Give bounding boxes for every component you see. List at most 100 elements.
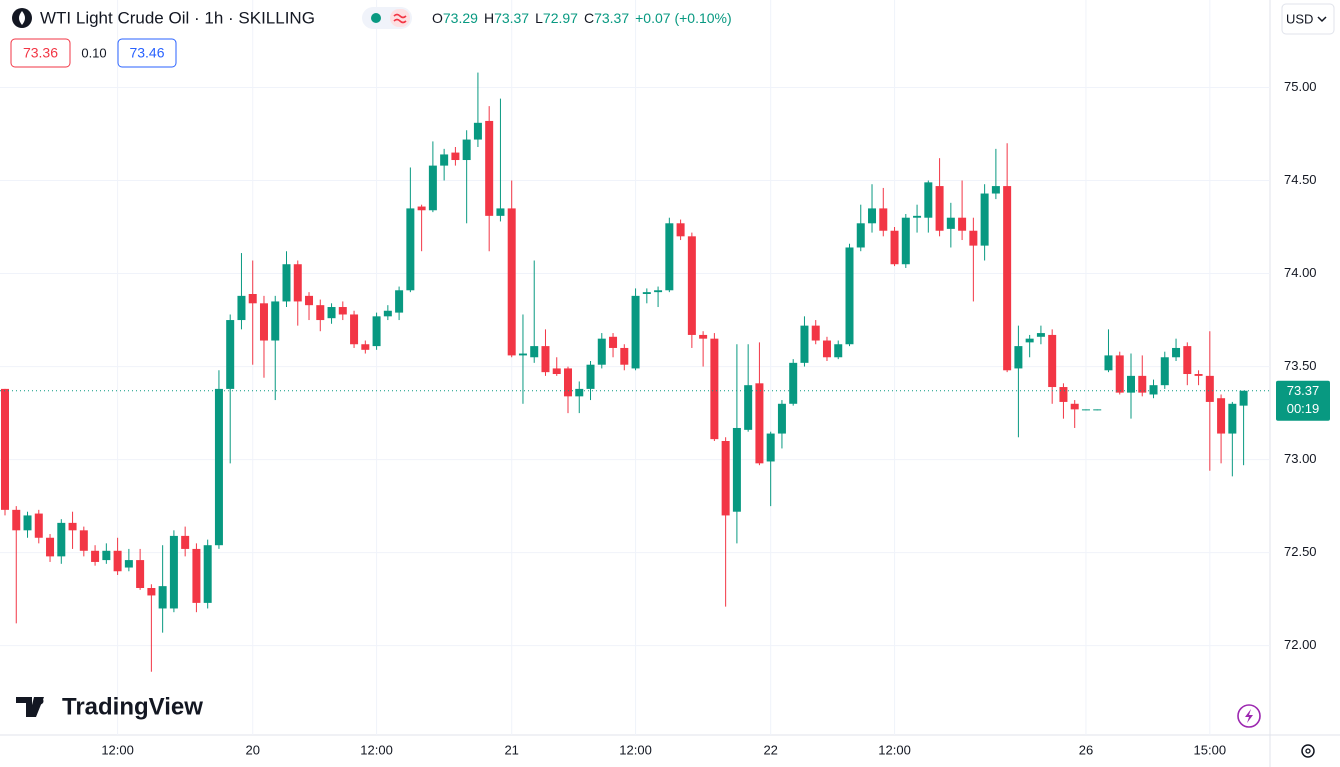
candle-body xyxy=(811,325,820,341)
candle-body xyxy=(564,368,572,397)
candle-body xyxy=(124,560,133,568)
candle-body xyxy=(1081,409,1090,411)
candle-body xyxy=(158,586,167,609)
ohlc-label: L xyxy=(535,10,543,26)
x-tick-label: 22 xyxy=(763,742,777,757)
candle-body xyxy=(597,338,606,365)
currency-button[interactable] xyxy=(1281,3,1335,35)
candle-body xyxy=(46,537,55,557)
ohlc-label: O xyxy=(432,10,443,26)
candle-body xyxy=(631,295,640,369)
candle-body xyxy=(552,368,561,375)
candle-body xyxy=(958,217,967,231)
settings-button[interactable] xyxy=(1301,744,1315,758)
candle-body xyxy=(654,290,663,293)
candle-body xyxy=(1048,334,1057,388)
candle-body xyxy=(12,509,21,531)
ohlc-label: C xyxy=(584,10,594,26)
candle-body xyxy=(1025,338,1034,343)
candle-body xyxy=(800,325,809,363)
y-tick-label: 73.50 xyxy=(1284,358,1317,373)
candle-body xyxy=(744,385,753,430)
candle-body xyxy=(23,515,32,531)
candle-body xyxy=(327,307,336,319)
candle-body xyxy=(440,154,449,166)
candle-body xyxy=(383,310,392,317)
symbol-icon-drop xyxy=(19,11,25,25)
candle-body xyxy=(406,208,415,291)
x-tick-label: 12:00 xyxy=(619,742,652,757)
candle-body xyxy=(1070,403,1079,410)
brand-logo-dot xyxy=(36,697,44,705)
ohlc-label: H xyxy=(484,10,494,26)
candle-body xyxy=(305,295,314,306)
candle-body xyxy=(57,522,66,557)
candle-body xyxy=(1239,390,1248,406)
x-tick-label: 12:00 xyxy=(878,742,911,757)
candle-body xyxy=(755,383,764,464)
candle-body xyxy=(834,344,843,358)
candle-body xyxy=(856,223,865,248)
sell-price: 73.36 xyxy=(23,45,58,61)
candle-body xyxy=(214,388,223,546)
candle-body xyxy=(1160,357,1169,386)
candle-body xyxy=(969,230,978,246)
candle-body xyxy=(924,182,933,218)
market-open-dot xyxy=(371,13,381,23)
sell-button[interactable] xyxy=(10,38,71,68)
candle-body xyxy=(248,294,257,304)
x-tick-label: 20 xyxy=(245,742,259,757)
ohlc-change: +0.07 (+0.10%) xyxy=(635,10,732,26)
ohlc-value: 72.97 xyxy=(543,10,578,26)
candle-body xyxy=(676,223,685,237)
countdown: 00:19 xyxy=(1287,401,1320,416)
candle-body xyxy=(822,340,831,358)
delay-icon xyxy=(393,13,407,24)
spread: 0.10 xyxy=(81,45,106,60)
candle-body xyxy=(710,338,719,440)
candle-body xyxy=(192,548,201,603)
x-tick-label: 26 xyxy=(1079,742,1093,757)
candle-body xyxy=(642,292,651,294)
candle-body xyxy=(507,208,516,356)
ohlc-value: 73.29 xyxy=(443,10,478,26)
buy-button[interactable] xyxy=(117,38,177,68)
x-tick-label: 15:00 xyxy=(1194,742,1227,757)
candle-body xyxy=(1036,333,1045,337)
y-tick-label: 74.00 xyxy=(1284,265,1317,280)
candle-body xyxy=(766,433,775,462)
candle-body xyxy=(417,206,426,211)
candle-body xyxy=(1217,398,1226,434)
candle-body xyxy=(1172,347,1181,358)
candle-body xyxy=(361,344,370,350)
candle-body xyxy=(395,290,404,313)
candle-body xyxy=(1194,374,1203,376)
candle-body xyxy=(79,530,88,551)
candle-body xyxy=(699,334,708,339)
candle-body xyxy=(541,346,550,373)
candle-body xyxy=(259,303,268,341)
ohlc-value: 73.37 xyxy=(494,10,529,26)
last-price-label: 73.37 xyxy=(1287,383,1320,398)
candle-body xyxy=(1014,346,1023,369)
candle-body xyxy=(338,307,347,315)
candle-body xyxy=(237,295,246,321)
x-tick-label: 12:00 xyxy=(360,742,393,757)
candle-body xyxy=(136,560,145,588)
candle-body xyxy=(913,215,922,218)
buy-price: 73.46 xyxy=(129,45,164,61)
currency: USD xyxy=(1286,11,1313,26)
candle-body xyxy=(451,152,460,161)
candle-body xyxy=(113,550,122,572)
candle-body xyxy=(271,301,280,341)
candle-body xyxy=(575,388,584,397)
plot: 72.00 72.50 73.00 73.50 74.00 74.50 75.00 12:00… xyxy=(0,0,1317,757)
candle-body xyxy=(181,535,190,549)
candle-body xyxy=(789,362,798,404)
candle-body xyxy=(485,120,494,216)
candle-body xyxy=(586,364,595,389)
candle-body xyxy=(1059,387,1068,402)
y-tick-label: 72.00 xyxy=(1284,637,1317,652)
